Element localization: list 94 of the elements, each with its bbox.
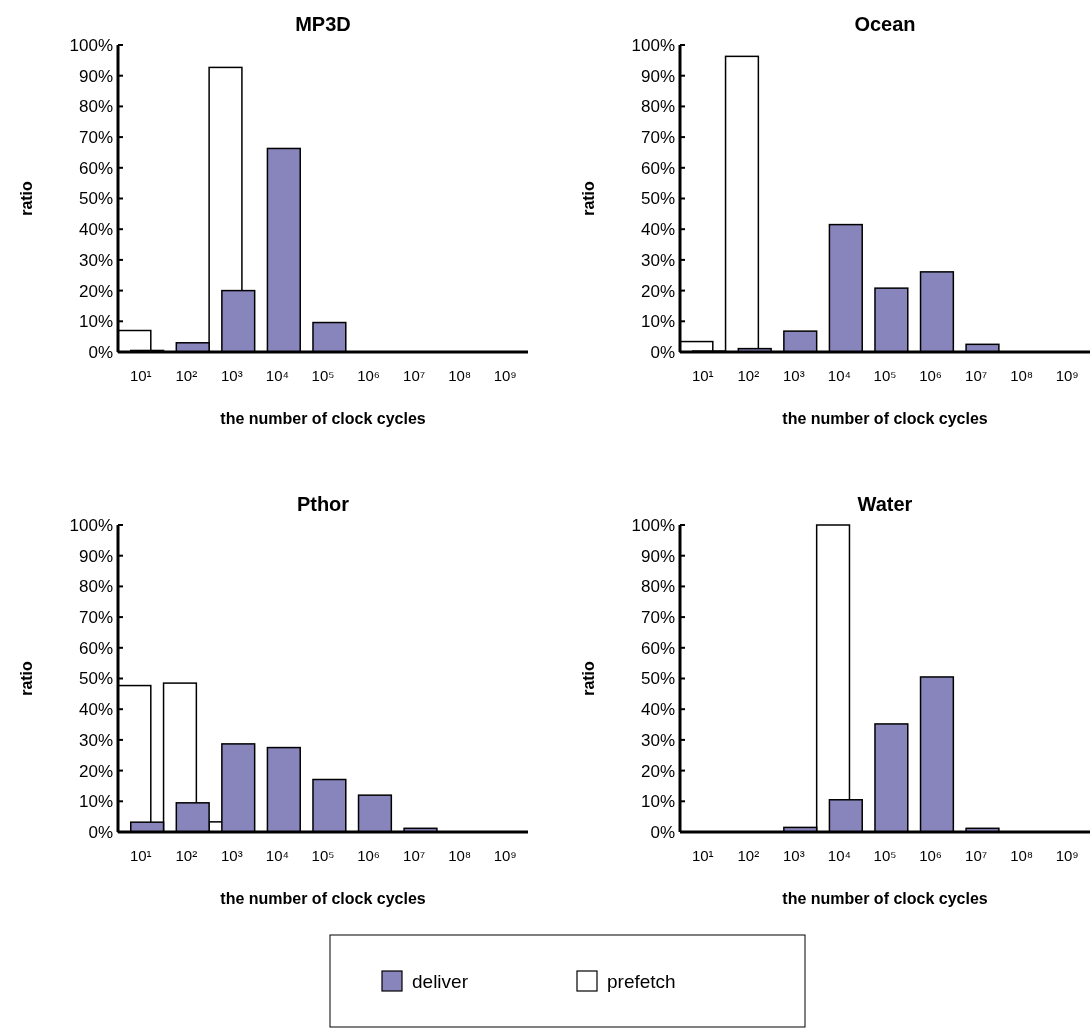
y-tick-label: 60%: [78, 638, 113, 658]
y-tick-label: 0%: [88, 342, 113, 362]
y-tick-label: 20%: [640, 761, 675, 781]
y-tick-label: 40%: [640, 220, 675, 240]
y-tick-label: 100%: [69, 35, 113, 55]
y-tick-label: 10%: [640, 312, 675, 332]
x-tick-label: 10³: [221, 367, 243, 384]
x-tick-label: 10⁸: [448, 367, 472, 384]
y-tick-label: 50%: [78, 189, 113, 209]
x-tick-label: 10³: [783, 367, 805, 384]
x-tick-label: 10⁹: [493, 367, 517, 384]
y-tick-label: 90%: [78, 546, 113, 566]
y-tick-label: 50%: [640, 189, 675, 209]
x-tick-label: 10⁴: [827, 367, 852, 384]
y-tick-label: 0%: [650, 342, 675, 362]
x-tick-label: 10⁸: [448, 847, 472, 864]
y-tick-label: 70%: [78, 128, 113, 148]
y-tick-label: 40%: [78, 700, 113, 720]
x-tick-label: 10²: [737, 367, 760, 384]
x-tick-label: 10⁵: [873, 367, 897, 384]
x-tick-label: 10¹: [129, 847, 152, 864]
x-tick-label: 10²: [175, 367, 198, 384]
y-tick-label: 100%: [631, 515, 675, 535]
x-tick-label: 10⁷: [403, 367, 426, 384]
y-tick-label: 60%: [640, 158, 675, 178]
y-tick-label: 30%: [640, 250, 675, 270]
y-tick-label: 10%: [640, 792, 675, 812]
x-tick-label: 10⁷: [965, 847, 988, 864]
x-tick-label: 10³: [221, 847, 243, 864]
y-tick-label: 10%: [78, 792, 113, 812]
y-tick-label: 90%: [640, 546, 675, 566]
y-tick-label: 70%: [78, 608, 113, 628]
y-tick-label: 0%: [650, 822, 675, 842]
x-axis-title: the number of clock cycles: [220, 890, 426, 907]
x-tick-label: 10²: [737, 847, 760, 864]
y-axis-title: ratio: [580, 660, 597, 696]
y-tick-label: 20%: [640, 281, 675, 301]
y-tick-label: 20%: [78, 281, 113, 301]
y-tick-label: 50%: [78, 669, 113, 689]
x-tick-label: 10⁵: [311, 847, 335, 864]
x-tick-label: 10⁶: [357, 847, 380, 864]
x-tick-label: 10⁵: [311, 367, 335, 384]
x-tick-label: 10¹: [691, 847, 714, 864]
y-tick-label: 80%: [78, 97, 113, 117]
chart-title: Water: [857, 493, 913, 515]
x-tick-label: 10⁴: [265, 367, 290, 384]
y-tick-label: 70%: [640, 608, 675, 628]
y-tick-label: 60%: [78, 158, 113, 178]
y-tick-label: 50%: [640, 669, 675, 689]
chart-title: Ocean: [854, 13, 916, 35]
x-axis-title: the number of clock cycles: [782, 410, 988, 427]
y-axis-title: ratio: [18, 180, 35, 216]
x-axis-title: the number of clock cycles: [220, 410, 426, 427]
x-tick-label: 10²: [175, 847, 198, 864]
x-tick-label: 10⁸: [1010, 367, 1034, 384]
y-tick-label: 30%: [78, 730, 113, 750]
y-tick-label: 80%: [78, 577, 113, 597]
chart-title: Pthor: [296, 493, 350, 515]
legend-label: deliver: [412, 970, 469, 992]
legend-label: prefetch: [607, 970, 676, 992]
y-tick-label: 30%: [78, 250, 113, 270]
x-tick-label: 10¹: [691, 367, 714, 384]
x-axis-title: the number of clock cycles: [782, 890, 988, 907]
x-tick-label: 10³: [783, 847, 805, 864]
x-tick-label: 10⁴: [265, 847, 290, 864]
x-tick-label: 10⁶: [919, 847, 942, 864]
y-axis-title: ratio: [18, 660, 35, 696]
y-tick-label: 40%: [78, 220, 113, 240]
y-tick-label: 100%: [69, 515, 113, 535]
y-tick-label: 80%: [640, 97, 675, 117]
x-tick-label: 10⁵: [873, 847, 897, 864]
y-tick-label: 80%: [640, 577, 675, 597]
x-tick-label: 10⁶: [357, 367, 380, 384]
x-tick-label: 10⁹: [1055, 847, 1079, 864]
x-tick-label: 10⁴: [827, 847, 852, 864]
y-axis-title: ratio: [580, 180, 597, 216]
x-tick-label: 10⁷: [403, 847, 426, 864]
x-tick-label: 10⁹: [1055, 367, 1079, 384]
y-tick-label: 60%: [640, 638, 675, 658]
y-tick-label: 90%: [78, 66, 113, 86]
x-tick-label: 10⁹: [493, 847, 517, 864]
y-tick-label: 30%: [640, 730, 675, 750]
y-tick-label: 0%: [88, 822, 113, 842]
y-tick-label: 20%: [78, 761, 113, 781]
chart-title: MP3D: [295, 13, 351, 35]
y-tick-label: 90%: [640, 66, 675, 86]
y-tick-label: 40%: [640, 700, 675, 720]
x-tick-label: 10¹: [129, 367, 152, 384]
x-tick-label: 10⁸: [1010, 847, 1034, 864]
y-tick-label: 70%: [640, 128, 675, 148]
y-tick-label: 100%: [631, 35, 675, 55]
x-tick-label: 10⁷: [965, 367, 988, 384]
y-tick-label: 10%: [78, 312, 113, 332]
x-tick-label: 10⁶: [919, 367, 942, 384]
